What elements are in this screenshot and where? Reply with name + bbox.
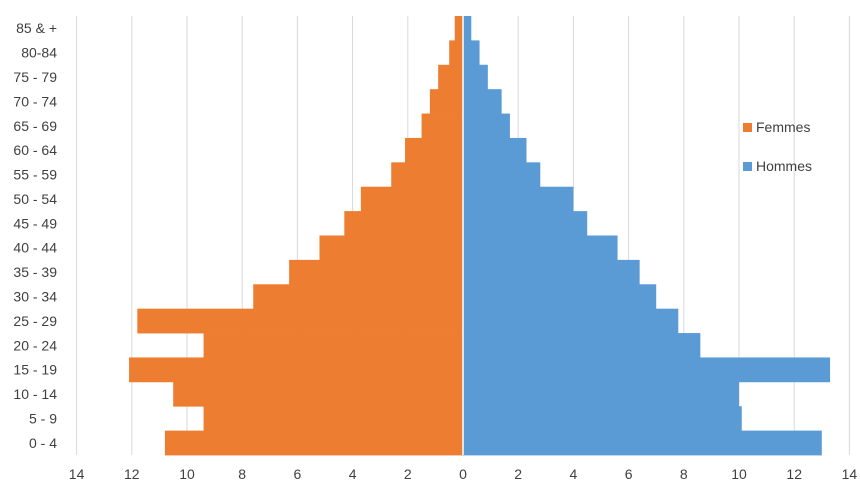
bar-hommes-13 [463,113,510,139]
bar-hommes-0 [463,430,822,456]
y-tick-label: 75 - 79 [13,69,57,85]
y-tick-label: 30 - 34 [13,288,57,304]
x-tick-label: 0 [459,466,467,482]
y-tick-label: 25 - 29 [13,313,57,329]
y-tick-label: 50 - 54 [13,191,57,207]
bar-femmes-7 [289,259,463,285]
bar-femmes-16 [449,40,463,66]
bar-femmes-13 [421,113,463,139]
bar-hommes-9 [463,211,588,236]
y-tick-label: 20 - 24 [13,337,57,353]
x-tick-label: 4 [570,466,578,482]
legend-swatch-femmes [743,123,752,132]
x-tick-label: 8 [680,466,688,482]
x-tick-label: 12 [124,466,140,482]
legend: Femmes Hommes [743,119,812,174]
bar-femmes-11 [391,162,463,188]
y-tick-label: 0 - 4 [29,435,57,451]
bar-hommes-17 [463,16,472,41]
x-tick-label: 2 [514,466,522,482]
bar-femmes-10 [360,186,463,212]
y-tick-label: 35 - 39 [13,264,57,280]
y-tick-label: 15 - 19 [13,362,57,378]
bar-hommes-1 [463,406,742,432]
bar-hommes-3 [463,357,831,383]
bar-hommes-16 [463,40,480,66]
y-tick-label: 45 - 49 [13,215,57,231]
bar-hommes-10 [463,186,574,212]
y-tick-label: 65 - 69 [13,118,57,134]
y-tick-label: 40 - 44 [13,240,57,256]
bars [129,16,831,456]
x-tick-label: 10 [731,466,747,482]
bar-hommes-12 [463,137,527,163]
legend-swatch-hommes [743,162,752,171]
bar-femmes-14 [429,89,463,114]
bar-femmes-15 [438,64,463,90]
bar-femmes-1 [203,406,463,432]
bar-hommes-5 [463,308,679,334]
bar-femmes-5 [137,308,463,334]
bar-femmes-0 [164,430,464,456]
bar-femmes-8 [319,235,463,261]
bar-femmes-17 [454,16,463,41]
y-tick-label: 85 & + [16,20,57,36]
bar-femmes-12 [405,137,463,163]
y-tick-label: 55 - 59 [13,167,57,183]
bar-hommes-11 [463,162,541,188]
y-axis-labels: 0 - 4 5 - 9 10 - 14 15 - 19 20 - 24 25 - 29 30… [13,20,57,451]
bar-hommes-14 [463,89,502,114]
x-tick-label: 14 [69,466,85,482]
legend-label-hommes: Hommes [756,158,812,174]
x-axis-labels: 14 12 10 8 6 4 2 0 2 4 6 8 10 12 14 [69,466,858,482]
bar-femmes-3 [129,357,464,383]
bar-femmes-9 [344,211,463,236]
bar-hommes-8 [463,235,618,261]
x-tick-label: 12 [786,466,802,482]
legend-label-femmes: Femmes [756,119,810,135]
x-tick-label: 14 [842,466,858,482]
bar-hommes-15 [463,64,488,90]
y-tick-label: 80-84 [21,45,57,61]
x-tick-label: 6 [625,466,633,482]
bar-hommes-7 [463,259,640,285]
x-tick-label: 6 [294,466,302,482]
y-tick-label: 70 - 74 [13,93,57,109]
bar-femmes-4 [203,333,463,358]
y-tick-label: 5 - 9 [29,410,57,426]
bar-hommes-4 [463,333,701,358]
bar-femmes-2 [173,381,463,407]
bar-femmes-6 [253,284,463,310]
x-tick-label: 4 [349,466,357,482]
y-tick-label: 10 - 14 [13,386,57,402]
x-tick-label: 8 [238,466,246,482]
y-tick-label: 60 - 64 [13,142,57,158]
bar-hommes-2 [463,381,739,407]
bar-hommes-6 [463,284,657,310]
x-tick-label: 2 [404,466,412,482]
x-tick-label: 10 [179,466,195,482]
